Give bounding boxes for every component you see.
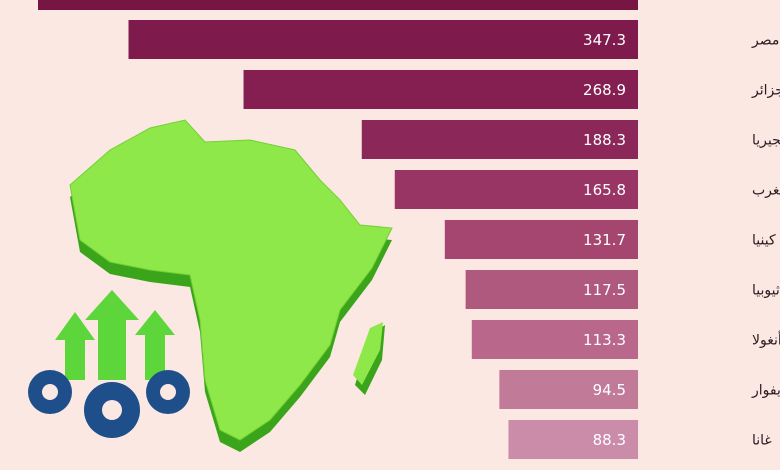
value-label: 88.3: [593, 431, 626, 449]
bar: [361, 120, 638, 159]
bar: [465, 270, 638, 309]
category-label: أنغولا: [752, 331, 780, 349]
value-label: 188.3: [583, 131, 626, 149]
growth-icon: [28, 290, 190, 438]
category-label: كينيا: [752, 233, 776, 249]
value-label: 268.9: [583, 81, 626, 99]
bar: [394, 170, 638, 209]
bar: [471, 320, 638, 359]
bar: [444, 220, 638, 259]
category-label: إثيوبيا: [752, 283, 780, 299]
value-label: 347.3: [583, 31, 626, 49]
africa-map: [69, 119, 393, 452]
value-label: 117.5: [583, 281, 626, 299]
category-label: غانا: [752, 433, 772, 449]
category-label: المغرب: [752, 183, 780, 199]
category-label: كوت ديفوار: [751, 383, 780, 399]
value-label: 165.8: [583, 181, 626, 199]
bar: [243, 70, 639, 109]
value-label: 131.7: [583, 231, 626, 249]
bar: [499, 370, 638, 409]
category-label: الجزائر: [751, 83, 780, 99]
cropped-bar: [38, 0, 638, 10]
bar: [128, 20, 638, 59]
value-label: 113.3: [583, 331, 626, 349]
value-label: 94.5: [593, 381, 626, 399]
bar: [508, 420, 638, 459]
category-label: نيجيريا: [752, 133, 780, 149]
category-label: مصر: [751, 33, 779, 49]
